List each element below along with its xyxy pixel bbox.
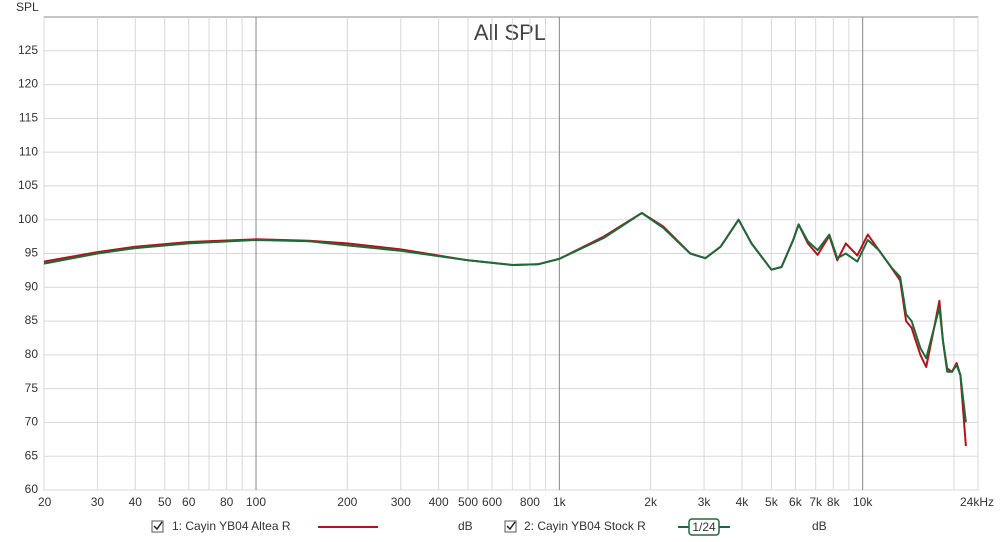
- x-tick-label: 24kHz: [960, 495, 994, 509]
- x-tick-label: 8k: [827, 495, 841, 509]
- x-tick-label: 40: [129, 495, 143, 509]
- y-tick-label: 85: [25, 313, 39, 327]
- y-tick-label: 120: [18, 77, 38, 91]
- legend: 1: Cayin YB04 Altea R dB 2: Cayin YB04 Sto…: [151, 518, 827, 536]
- y-tick-label: 95: [25, 246, 39, 260]
- x-tick-label: 1k: [553, 495, 567, 509]
- legend-label: 2: Cayin YB04 Stock R: [524, 519, 646, 533]
- legend-label: 1: Cayin YB04 Altea R: [172, 519, 291, 533]
- x-tick-label: 50: [158, 495, 172, 509]
- x-tick-label: 80: [220, 495, 234, 509]
- x-tick-label: 100: [246, 495, 266, 509]
- smoothing-box: [688, 518, 720, 536]
- smoothing-label: 1/24: [692, 520, 716, 534]
- y-tick-label: 65: [25, 448, 39, 462]
- x-tick-label: 7k: [809, 495, 823, 509]
- x-tick-label: 2k: [644, 495, 658, 509]
- x-tick-label: 20: [38, 495, 52, 509]
- legend-unit: dB: [458, 519, 473, 533]
- checkbox[interactable]: [151, 520, 164, 533]
- x-tick-label: 5k: [765, 495, 779, 509]
- legend-unit: dB: [812, 519, 827, 533]
- y-tick-label: 70: [25, 415, 39, 429]
- x-tick-label: 500: [458, 495, 478, 509]
- y-tick-label: 60: [25, 482, 39, 496]
- x-tick-label: 30: [91, 495, 105, 509]
- y-tick-label: 105: [18, 178, 38, 192]
- x-tick-label: 800: [520, 495, 540, 509]
- y-tick-label: 115: [19, 111, 38, 125]
- y-tick-label: 75: [25, 381, 39, 395]
- x-tick-label: 400: [429, 495, 449, 509]
- y-tick-label: 100: [18, 212, 38, 226]
- x-tick-label: 6k: [789, 495, 803, 509]
- y-axis-label: SPL: [16, 0, 39, 14]
- x-tick-label: 3k: [698, 495, 712, 509]
- x-tick-label: 200: [337, 495, 357, 509]
- x-tick-label: 600: [482, 495, 502, 509]
- x-tick-label: 300: [391, 495, 411, 509]
- checkbox[interactable]: [504, 520, 517, 533]
- y-tick-label: 80: [25, 347, 39, 361]
- checkmark: [153, 521, 163, 531]
- checkmark: [506, 521, 516, 531]
- x-tick-label: 10k: [853, 495, 873, 509]
- series-line: [43, 212, 967, 423]
- y-tick-label: 125: [18, 43, 38, 57]
- x-tick-label: 60: [182, 495, 196, 509]
- y-tick-label: 110: [19, 144, 38, 158]
- chart-title: All SPL: [474, 20, 546, 45]
- x-tick-label: 4k: [736, 495, 750, 509]
- y-tick-label: 90: [25, 279, 39, 293]
